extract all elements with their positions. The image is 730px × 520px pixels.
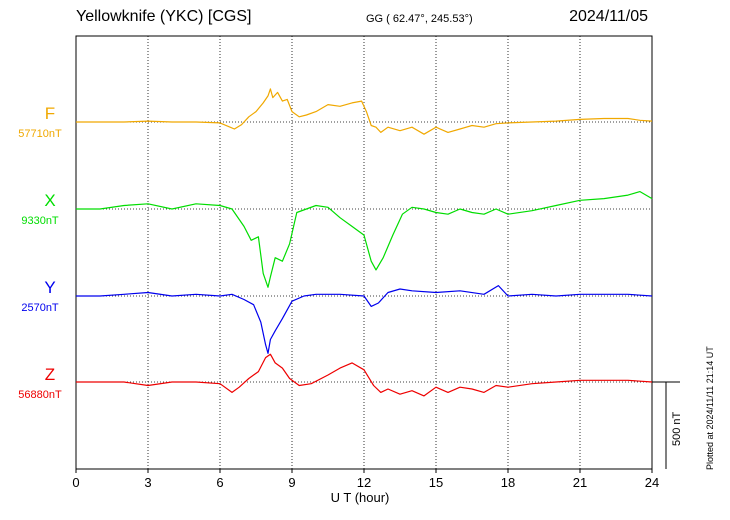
series-line-x xyxy=(76,191,653,288)
x-tick-label: 24 xyxy=(645,475,659,490)
x-tick-label: 0 xyxy=(72,475,79,490)
scale-bar-label: 500 nT xyxy=(671,411,683,446)
x-axis-label: U T (hour) xyxy=(330,490,390,505)
plot-series xyxy=(76,88,653,397)
station-coordinates: GG ( 62.47°, 245.53°) xyxy=(366,13,473,25)
channel-name-z: Z xyxy=(44,365,56,384)
series-line-f xyxy=(76,88,653,135)
plot-grid xyxy=(75,35,653,470)
channel-name-f: F xyxy=(44,104,56,123)
plotted-timestamp: Plotted at 2024/11/11 21:14 UT xyxy=(705,346,715,470)
plot-date: 2024/11/05 xyxy=(569,8,648,25)
x-tick-label: 3 xyxy=(144,475,151,490)
channel-baseline-y: 2570nT xyxy=(21,302,59,314)
x-tick-label: 21 xyxy=(573,475,587,490)
channel-baseline-z: 56880nT xyxy=(18,389,62,401)
x-tick-label: 12 xyxy=(357,475,371,490)
channel-name-x: X xyxy=(44,191,56,210)
x-axis: 0 3 6 9 12 15 18 21 24 xyxy=(72,469,659,490)
channel-baseline-x: 9330nT xyxy=(21,215,59,227)
channel-baseline-f: 57710nT xyxy=(18,128,62,140)
channel-name-y: Y xyxy=(44,278,56,297)
x-tick-label: 18 xyxy=(501,475,515,490)
station-title: Yellowknife (YKC) [CGS] xyxy=(76,8,252,25)
series-line-y xyxy=(76,285,653,354)
x-tick-label: 6 xyxy=(216,475,223,490)
scale-bar xyxy=(652,381,680,469)
x-tick-label: 9 xyxy=(288,475,295,490)
x-tick-label: 15 xyxy=(429,475,443,490)
series-line-z xyxy=(76,353,653,397)
